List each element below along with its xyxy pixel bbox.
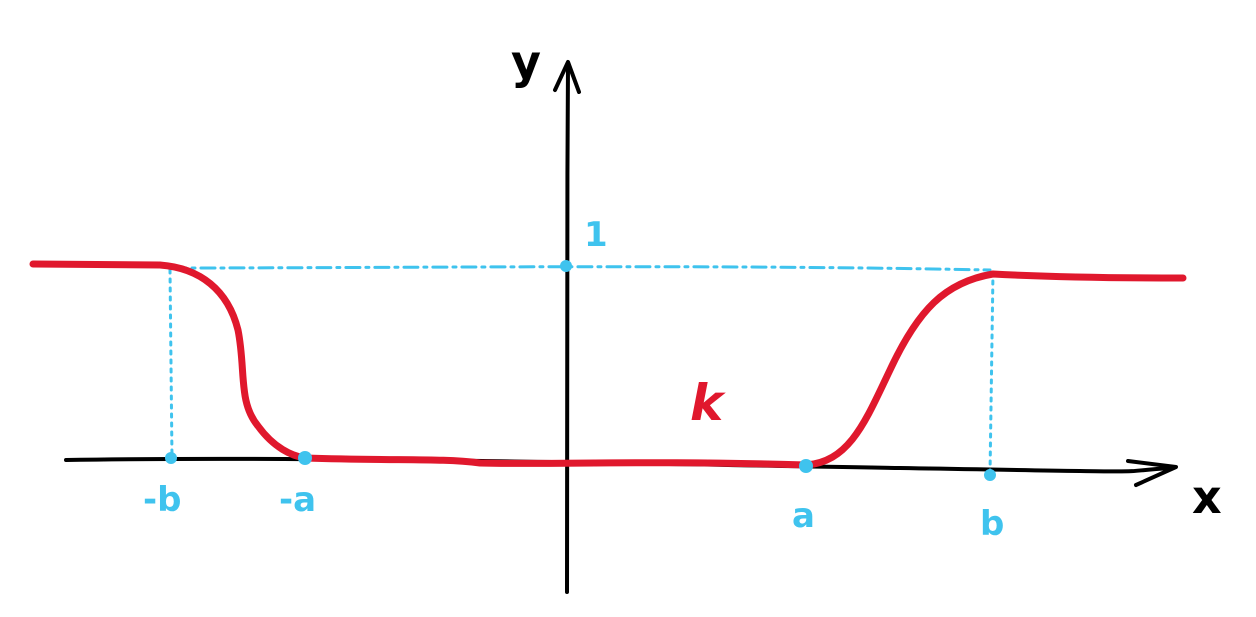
- curve-k: [29, 260, 1187, 469]
- x-axis-arrowhead: [1126, 459, 1178, 487]
- curve-label-k: k: [690, 374, 726, 432]
- x-axis-label: x: [1192, 470, 1222, 524]
- y-axis-line: [564, 62, 570, 594]
- tick-label-minus-b: -b: [143, 480, 181, 520]
- level-one-guide-line: [170, 265, 992, 272]
- tick-label-minus-a: -a: [279, 480, 316, 520]
- point-b: [984, 469, 996, 481]
- minus-b-guide-line: [168, 268, 174, 460]
- point-a: [799, 459, 813, 473]
- tick-label-b: b: [980, 504, 1004, 544]
- tick-label-one: 1: [584, 215, 608, 255]
- point-minus-a: [298, 451, 312, 465]
- b-guide-line: [988, 270, 995, 476]
- y-axis-label: y: [511, 35, 541, 89]
- tick-label-a: a: [792, 496, 815, 536]
- point-minus-b: [165, 452, 177, 464]
- point-one: [560, 260, 572, 272]
- x-axis-line: [64, 456, 1174, 474]
- y-axis-arrowhead: [553, 60, 581, 94]
